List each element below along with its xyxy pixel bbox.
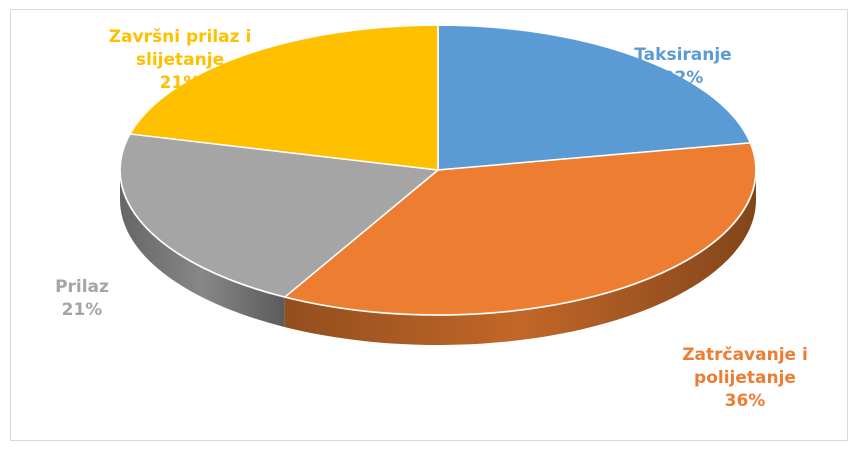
pie-label-3: Završni prilaz i slijetanje 21% [109,27,252,93]
pie-slice-0 [437,24,752,171]
pie-slice-2 [119,133,439,298]
pie-label-1: Zatrčavanje i polijetanje 36% [682,345,808,411]
pie-label-2: Prilaz 21% [55,277,109,320]
pie-label-0: Taksiranje 22% [634,45,731,88]
pie-slice-side-2 [119,170,285,328]
pie-slice-1 [284,142,757,316]
pie-slice-3 [129,24,439,171]
pie-slice-side-1 [284,170,756,345]
pie-rim-highlight [119,24,757,316]
